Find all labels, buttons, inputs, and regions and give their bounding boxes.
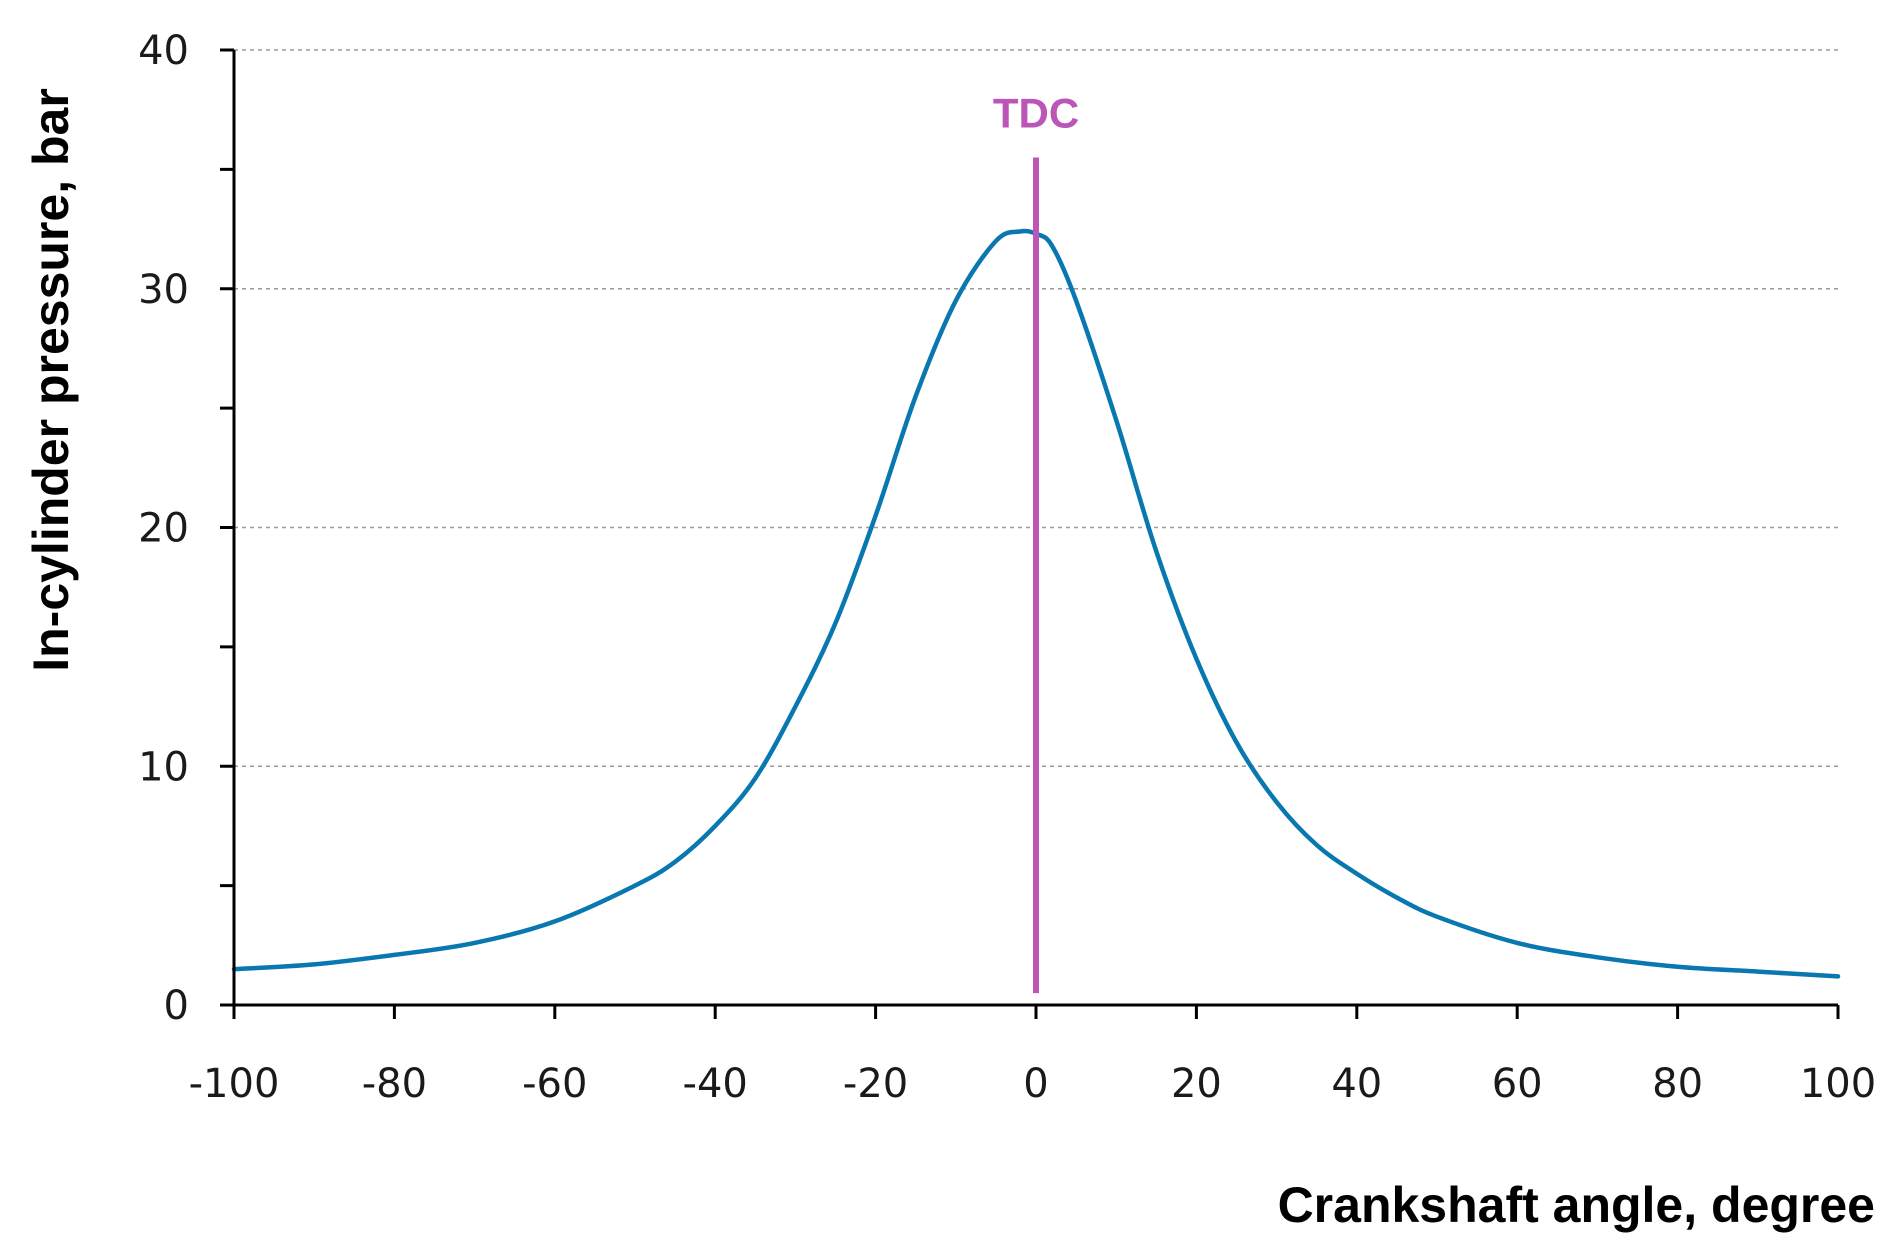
- x-tick-label: 60: [1492, 1061, 1543, 1107]
- x-tick-label: -20: [843, 1061, 908, 1107]
- x-tick-label: 20: [1171, 1061, 1222, 1107]
- y-tick-label: 20: [138, 506, 189, 552]
- y-tick-label: 40: [138, 28, 189, 74]
- axes: [220, 48, 1840, 1019]
- x-tick-label: -60: [522, 1061, 587, 1107]
- x-tick-label: 0: [1023, 1061, 1048, 1107]
- x-tick-label: -100: [189, 1061, 280, 1107]
- tdc-marker-layer: TDC: [993, 89, 1079, 994]
- x-tick-label: 100: [1800, 1061, 1876, 1107]
- x-tick-label: 80: [1652, 1061, 1703, 1107]
- x-tick-label: -80: [362, 1061, 427, 1107]
- tick-labels: 0 10 20 30 40 -100 -80 -60 -40 -20 0 20 40 60 80 100: [138, 28, 1876, 1107]
- x-tick-label: -40: [683, 1061, 748, 1107]
- y-tick-label: 30: [138, 267, 189, 313]
- x-axis-title: Crankshaft angle, degree: [1278, 1177, 1875, 1233]
- tdc-label: TDC: [993, 89, 1079, 136]
- y-axis-title: In-cylinder pressure, bar: [23, 88, 79, 672]
- y-tick-label: 0: [164, 983, 189, 1029]
- x-tick-label: 40: [1331, 1061, 1382, 1107]
- y-tick-label: 10: [138, 744, 189, 790]
